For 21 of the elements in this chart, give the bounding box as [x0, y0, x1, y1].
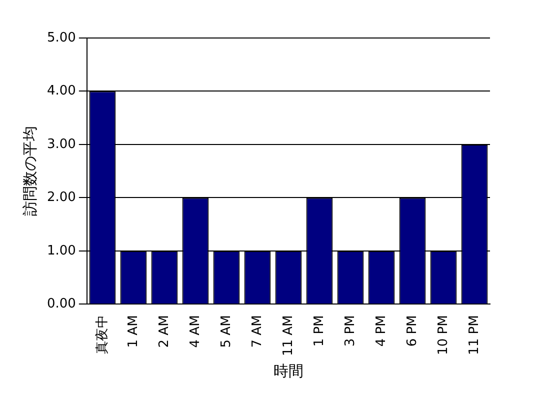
x-tick-label: 4 PM: [374, 315, 389, 347]
y-tick-label: 5.00: [46, 30, 76, 46]
x-tick-label: 1 AM: [126, 315, 141, 348]
y-tick-label: 3.00: [46, 136, 76, 152]
y-tick-label: 2.00: [46, 190, 76, 206]
x-tick-label: 5 AM: [218, 315, 234, 348]
x-tick-label: 1 PM: [312, 315, 327, 347]
y-axis-title: 訪問数の平均: [20, 126, 39, 216]
x-tick-label: 11 PM: [466, 315, 482, 355]
x-tick-label: 11 AM: [280, 315, 296, 356]
y-tick-label: 1.00: [46, 243, 76, 258]
x-tick-label: 2 AM: [156, 315, 172, 348]
x-tick-label: 10 PM: [436, 315, 451, 355]
x-tick-label: 真夜中: [94, 315, 110, 354]
x-axis-title: 時間: [273, 362, 304, 380]
x-tick-label: 6 PM: [404, 315, 420, 347]
x-tick-label: 3 PM: [342, 315, 358, 347]
x-tick-label: 4 AM: [188, 315, 203, 348]
y-tick-label: 4.00: [46, 84, 76, 99]
x-tick-label: 7 AM: [250, 315, 265, 348]
y-tick-label: 0.00: [46, 296, 76, 312]
